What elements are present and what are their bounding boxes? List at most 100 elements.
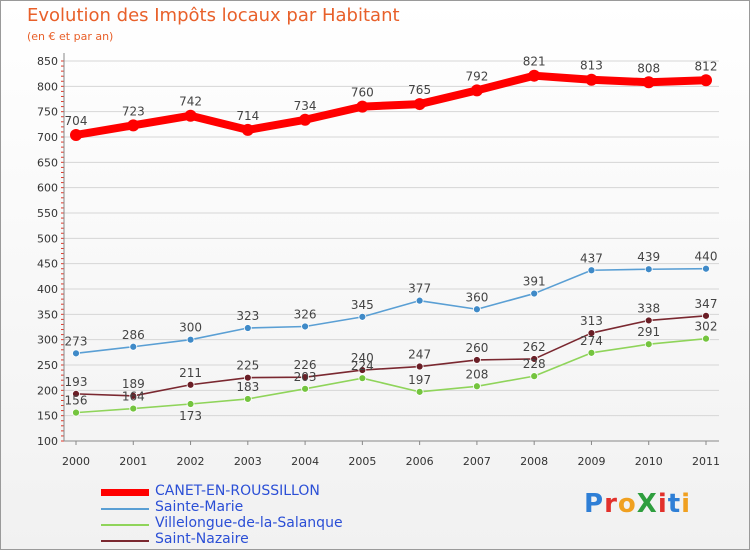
data-label: 734 xyxy=(294,99,317,113)
data-point xyxy=(702,264,710,273)
data-point xyxy=(186,335,195,344)
legend-swatch xyxy=(101,508,149,510)
data-label: 302 xyxy=(695,320,718,334)
y-tick-label: 300 xyxy=(37,334,58,347)
series-line-2 xyxy=(75,337,707,414)
data-point xyxy=(530,289,539,298)
data-point xyxy=(528,69,541,82)
data-label: 262 xyxy=(523,340,546,354)
x-tick-label: 2011 xyxy=(692,455,720,468)
data-label: 164 xyxy=(122,390,145,404)
y-tick-label: 500 xyxy=(37,232,58,245)
data-label: 211 xyxy=(179,366,202,380)
y-tick-label: 800 xyxy=(37,80,58,93)
data-point xyxy=(72,389,80,398)
data-label: 300 xyxy=(179,321,202,335)
data-point xyxy=(587,266,596,275)
data-label: 286 xyxy=(122,328,145,342)
data-point xyxy=(530,355,539,363)
data-point xyxy=(241,123,254,136)
data-point xyxy=(470,84,483,97)
y-tick-label: 650 xyxy=(37,156,58,169)
y-tick-label: 150 xyxy=(37,410,58,423)
data-label: 203 xyxy=(294,370,317,384)
data-point xyxy=(702,311,710,320)
data-label: 813 xyxy=(580,59,603,73)
x-tick-label: 2000 xyxy=(62,455,90,468)
data-point xyxy=(644,316,653,325)
data-label: 345 xyxy=(351,298,374,312)
x-tick-label: 2008 xyxy=(520,455,548,468)
data-point xyxy=(587,348,596,357)
y-tick-label: 350 xyxy=(37,308,58,321)
data-point xyxy=(72,349,80,358)
data-label: 208 xyxy=(465,367,488,381)
legend-label: Villelongue-de-la-Salanque xyxy=(155,515,343,531)
legend-label: Sainte-Marie xyxy=(155,499,244,515)
chart-title: Evolution des Impôts locaux par Habitant xyxy=(27,5,400,26)
x-tick-label: 2002 xyxy=(177,455,205,468)
data-label: 291 xyxy=(637,325,660,339)
data-label: 247 xyxy=(408,348,431,362)
logo-letter: P xyxy=(584,489,605,519)
x-tick-label: 2003 xyxy=(234,455,262,468)
logo-letter: t xyxy=(667,489,682,519)
data-point xyxy=(243,395,252,403)
logo-letter: i xyxy=(657,489,668,519)
y-tick-label: 400 xyxy=(37,283,58,296)
data-point xyxy=(413,98,426,111)
y-tick-label: 250 xyxy=(37,359,58,372)
data-label: 183 xyxy=(236,380,259,394)
data-point xyxy=(186,380,195,389)
x-tick-label: 2005 xyxy=(348,455,376,468)
data-label: 173 xyxy=(179,409,202,423)
series-line-1 xyxy=(75,267,707,355)
data-point xyxy=(301,322,309,331)
data-point xyxy=(129,392,138,400)
data-label: 240 xyxy=(351,351,374,365)
data-point xyxy=(70,128,82,141)
data-point xyxy=(415,362,424,371)
data-point xyxy=(473,356,481,364)
x-tick-labels: 2000 2001 2002 2003 2004 2005 2006 2007 2008 2009… xyxy=(62,455,720,468)
legend-label: CANET-EN-ROUSSILLON xyxy=(155,483,320,499)
y-tick-label: 600 xyxy=(37,182,58,195)
data-label: 377 xyxy=(408,282,431,296)
data-label: 338 xyxy=(637,301,660,315)
data-point xyxy=(642,76,655,89)
data-label: 440 xyxy=(695,250,718,264)
data-label: 274 xyxy=(580,334,603,348)
data-label: 156 xyxy=(65,394,88,408)
data-label: 812 xyxy=(695,59,718,73)
data-label: 439 xyxy=(637,250,660,264)
data-point xyxy=(358,374,367,383)
data-point xyxy=(415,387,424,396)
data-label: 313 xyxy=(580,314,603,328)
data-point xyxy=(700,74,712,87)
data-label: 714 xyxy=(236,109,259,123)
x-tick-label: 2009 xyxy=(577,455,605,468)
x-tick-label: 2006 xyxy=(406,455,434,468)
x-tick-label: 2010 xyxy=(635,455,663,468)
data-label: 323 xyxy=(236,309,259,323)
data-label: 360 xyxy=(465,290,488,304)
y-tick-labels: 100 150 200 250 300 350 400 450 500 550 600 650 700 7… xyxy=(37,55,58,448)
series-group xyxy=(70,69,712,417)
data-label: 226 xyxy=(294,358,317,372)
data-point xyxy=(301,373,309,382)
legend-swatch xyxy=(101,540,149,542)
line-chart: 100 150 200 250 300 350 400 450 500 550 600 650 700 7… xyxy=(37,53,720,468)
series-line-0 xyxy=(72,71,710,139)
data-label: 704 xyxy=(65,114,88,128)
data-point xyxy=(243,373,252,382)
data-point xyxy=(585,73,598,86)
logo-letter: r xyxy=(604,489,618,519)
data-label: 821 xyxy=(523,55,546,69)
data-label: 765 xyxy=(408,83,431,97)
y-tick-label: 450 xyxy=(37,258,58,271)
data-point xyxy=(299,113,312,126)
data-point xyxy=(301,384,309,393)
data-label: 742 xyxy=(179,95,202,109)
data-label: 189 xyxy=(122,377,145,391)
